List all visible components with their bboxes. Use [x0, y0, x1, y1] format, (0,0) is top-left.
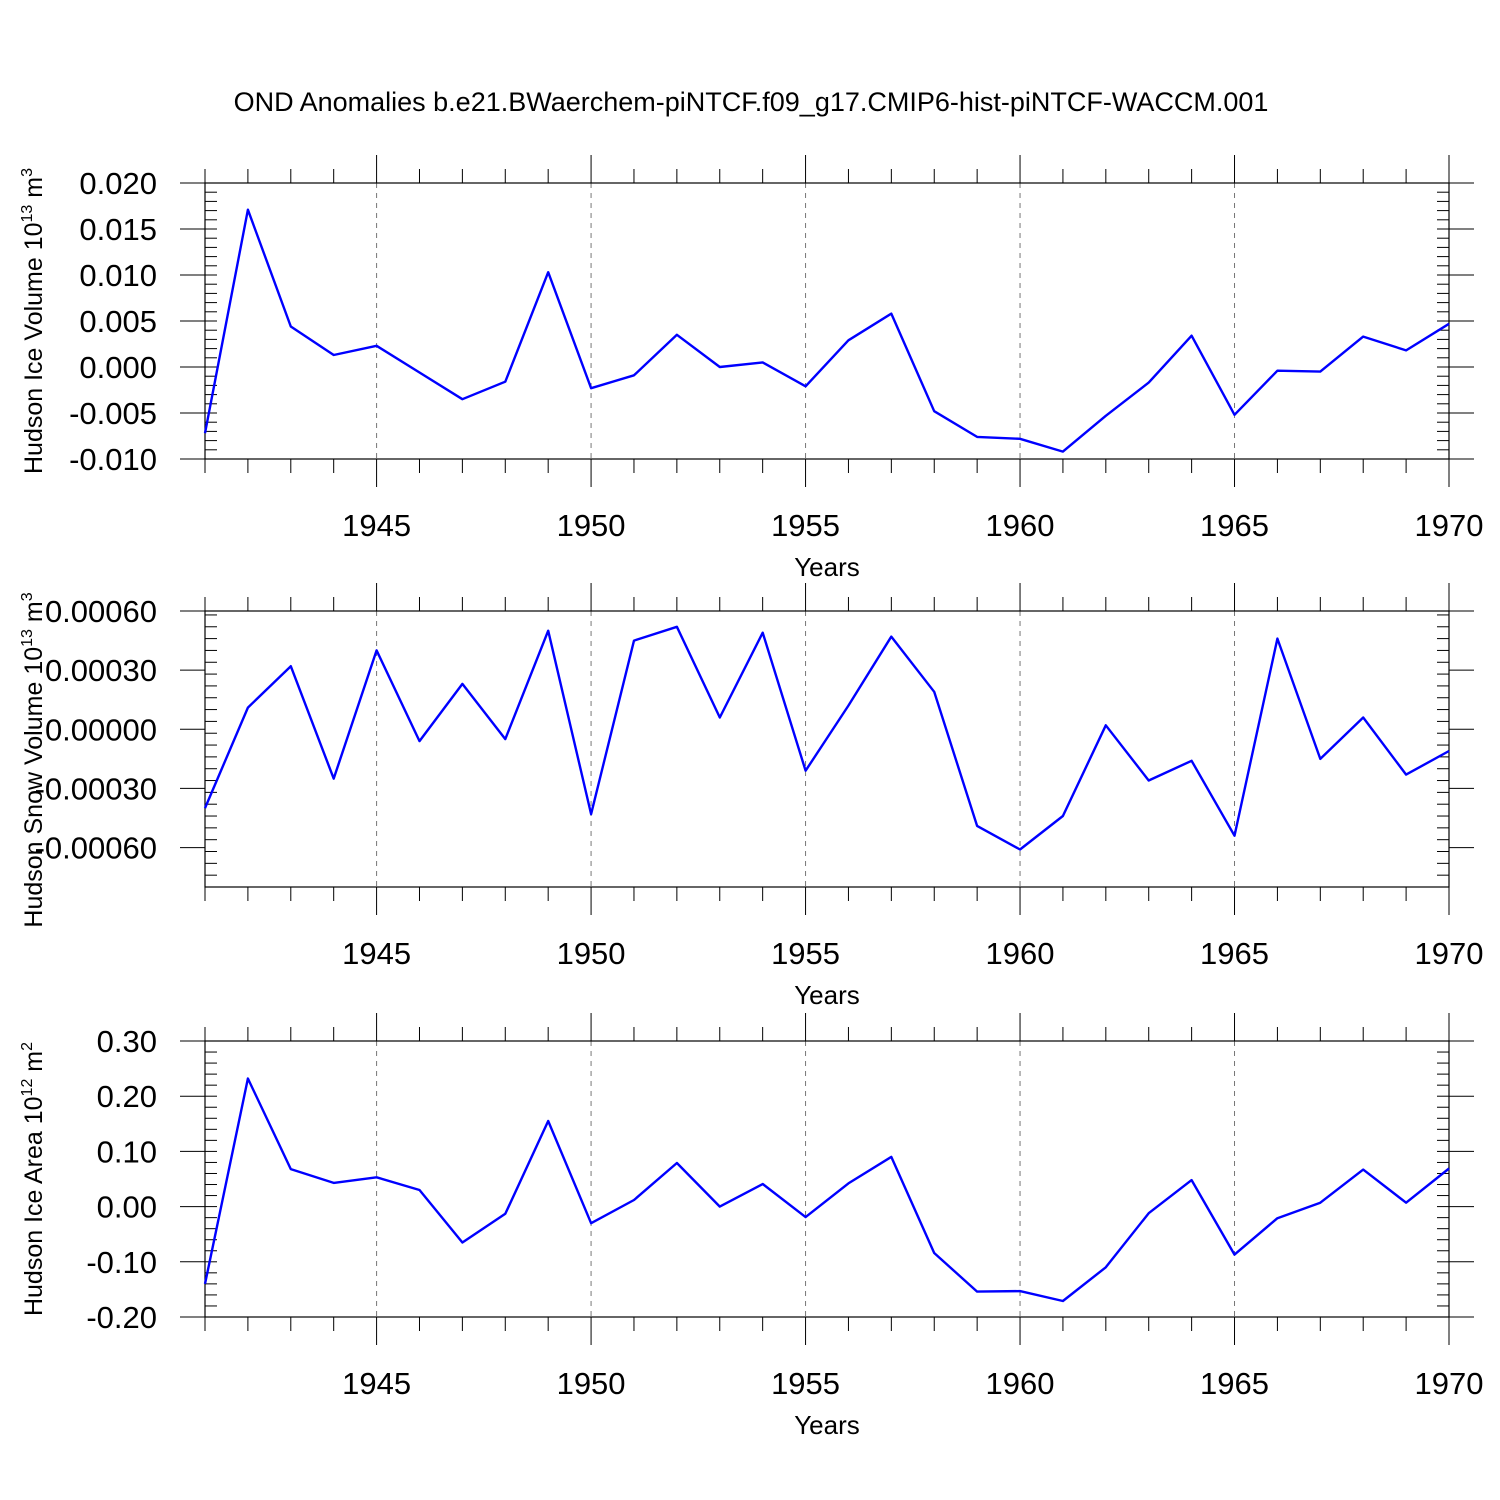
- y-axis-label: Hudson Ice Area 1012 m2: [19, 1042, 48, 1316]
- x-tick-label: 1970: [1415, 936, 1484, 971]
- plot-frame: [204, 1040, 1450, 1318]
- x-tick-label: 1965: [1200, 508, 1269, 543]
- x-tick-label: 1955: [771, 936, 840, 971]
- series-line: [203, 1077, 1450, 1303]
- y-tick-label: 0.00: [97, 1190, 157, 1225]
- x-tick-label: 1950: [557, 936, 626, 971]
- x-axis-label: Years: [794, 1410, 860, 1440]
- y-tick-label: 0.020: [79, 166, 157, 201]
- y-tick-label: -0.00030: [35, 771, 157, 806]
- x-tick-label: 1965: [1200, 1366, 1269, 1401]
- y-tick-label: 0.015: [79, 212, 157, 247]
- x-tick-label: 1970: [1415, 508, 1484, 543]
- x-tick-label: 1955: [771, 508, 840, 543]
- y-tick-label: 0.20: [97, 1079, 157, 1114]
- panel-3: -0.20 -0.10 0.00 0.10 0.20 0.30 1945 1950 1955 19…: [19, 1013, 1483, 1440]
- x-axis-label: Years: [794, 552, 860, 582]
- x-tick-label: 1955: [771, 1366, 840, 1401]
- x-tick-label: 1970: [1415, 1366, 1484, 1401]
- panel-2: -0.00060 -0.00030 0.00000 0.00030 0.00060 194…: [19, 583, 1483, 1010]
- series-line: [203, 208, 1450, 453]
- y-tick-label: -0.00060: [35, 831, 157, 866]
- plot-frame: [204, 610, 1450, 888]
- y-tick-label: 0.010: [79, 258, 157, 293]
- chart-title: OND Anomalies b.e21.BWaerchem-piNTCF.f09…: [234, 87, 1269, 117]
- y-tick-label: 0.10: [97, 1134, 157, 1169]
- y-axis-label: Hudson Ice Volume 1013 m3: [19, 168, 48, 474]
- y-tick-label: 0.30: [97, 1024, 157, 1059]
- series-line: [203, 625, 1450, 851]
- y-tick-label: 0.00030: [45, 653, 157, 688]
- y-axis-label: Hudson Snow Volume 1013 m3: [19, 592, 48, 927]
- panel-1: -0.010 -0.005 0.000 0.005 0.010 0.015 0.020 194…: [19, 155, 1483, 582]
- x-tick-label: 1960: [986, 1366, 1055, 1401]
- y-tick-label: -0.005: [69, 396, 157, 431]
- x-tick-label: 1950: [557, 1366, 626, 1401]
- x-tick-label: 1965: [1200, 936, 1269, 971]
- x-tick-label: 1945: [342, 508, 411, 543]
- x-tick-label: 1960: [986, 936, 1055, 971]
- y-tick-label: -0.20: [86, 1300, 157, 1335]
- plot-frame: [204, 182, 1450, 460]
- y-tick-label: 0.000: [79, 350, 157, 385]
- y-tick-label: -0.10: [86, 1245, 157, 1280]
- y-tick-label: 0.005: [79, 304, 157, 339]
- y-tick-label: -0.010: [69, 442, 157, 477]
- y-tick-label: 0.00060: [45, 594, 157, 629]
- x-axis-label: Years: [794, 980, 860, 1010]
- y-tick-label: 0.00000: [45, 712, 157, 747]
- x-tick-label: 1960: [986, 508, 1055, 543]
- x-tick-label: 1945: [342, 936, 411, 971]
- x-tick-label: 1945: [342, 1366, 411, 1401]
- x-tick-label: 1950: [557, 508, 626, 543]
